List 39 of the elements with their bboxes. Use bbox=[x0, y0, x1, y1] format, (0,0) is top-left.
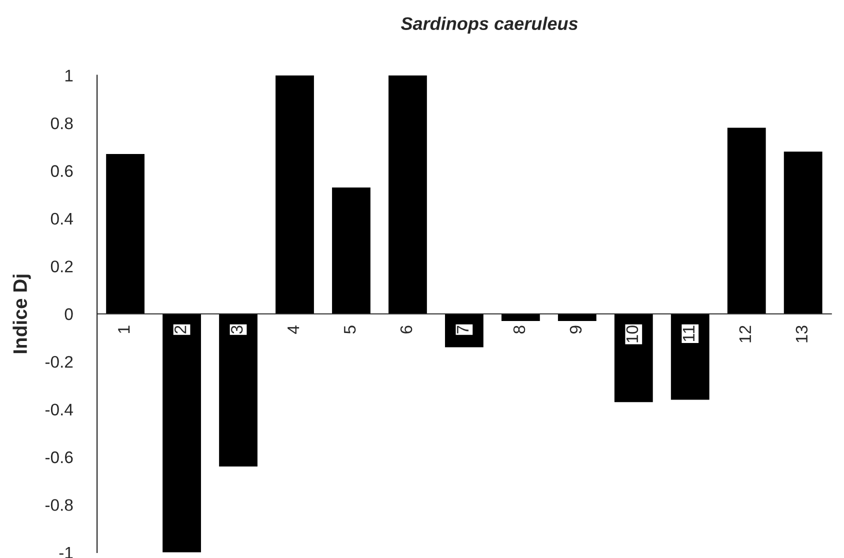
x-tick-label: 6 bbox=[400, 326, 412, 334]
bar bbox=[332, 187, 370, 314]
x-tick-label: 4 bbox=[288, 325, 300, 334]
y-tick-label: 0.8 bbox=[50, 117, 73, 130]
x-tick-label: 8 bbox=[513, 326, 526, 334]
y-tick-label: -0.2 bbox=[45, 356, 73, 368]
bar bbox=[727, 128, 766, 314]
x-tick-label: 9 bbox=[570, 326, 582, 334]
y-axis-title: Indice Dj bbox=[12, 274, 31, 354]
x-tick-label: 11 bbox=[682, 326, 694, 342]
bar bbox=[276, 75, 314, 314]
x-tick-label: 3 bbox=[230, 326, 243, 334]
x-tick-label: 13 bbox=[796, 326, 808, 342]
bar bbox=[501, 314, 540, 322]
x-tick-label: 2 bbox=[174, 326, 186, 334]
y-tick-label: 0.2 bbox=[50, 260, 73, 272]
bar bbox=[784, 152, 822, 314]
chart-title: Sardinops caeruleus bbox=[400, 16, 578, 34]
x-tick-label: 10 bbox=[626, 326, 638, 342]
x-tick-label: 5 bbox=[344, 326, 356, 334]
bar bbox=[106, 154, 145, 314]
x-tick-label: 7 bbox=[457, 326, 469, 334]
bar bbox=[670, 314, 710, 400]
y-tick-label: 0.4 bbox=[50, 212, 73, 225]
bar bbox=[614, 314, 653, 402]
y-tick-label: -1 bbox=[59, 546, 73, 558]
y-tick-label: 0.6 bbox=[50, 165, 73, 177]
bar bbox=[219, 314, 258, 467]
y-tick-label: -0.8 bbox=[45, 499, 73, 511]
y-tick-label: -0.4 bbox=[45, 404, 73, 416]
bar bbox=[444, 314, 484, 348]
y-tick-label: 1 bbox=[65, 70, 73, 82]
y-tick-label: 0 bbox=[64, 308, 73, 320]
x-tick-label: 1 bbox=[118, 326, 130, 333]
bar bbox=[558, 314, 596, 322]
y-tick-label: -0.6 bbox=[45, 451, 73, 464]
x-tick-label: 12 bbox=[739, 326, 751, 342]
bar bbox=[162, 314, 201, 552]
bar bbox=[388, 75, 427, 314]
